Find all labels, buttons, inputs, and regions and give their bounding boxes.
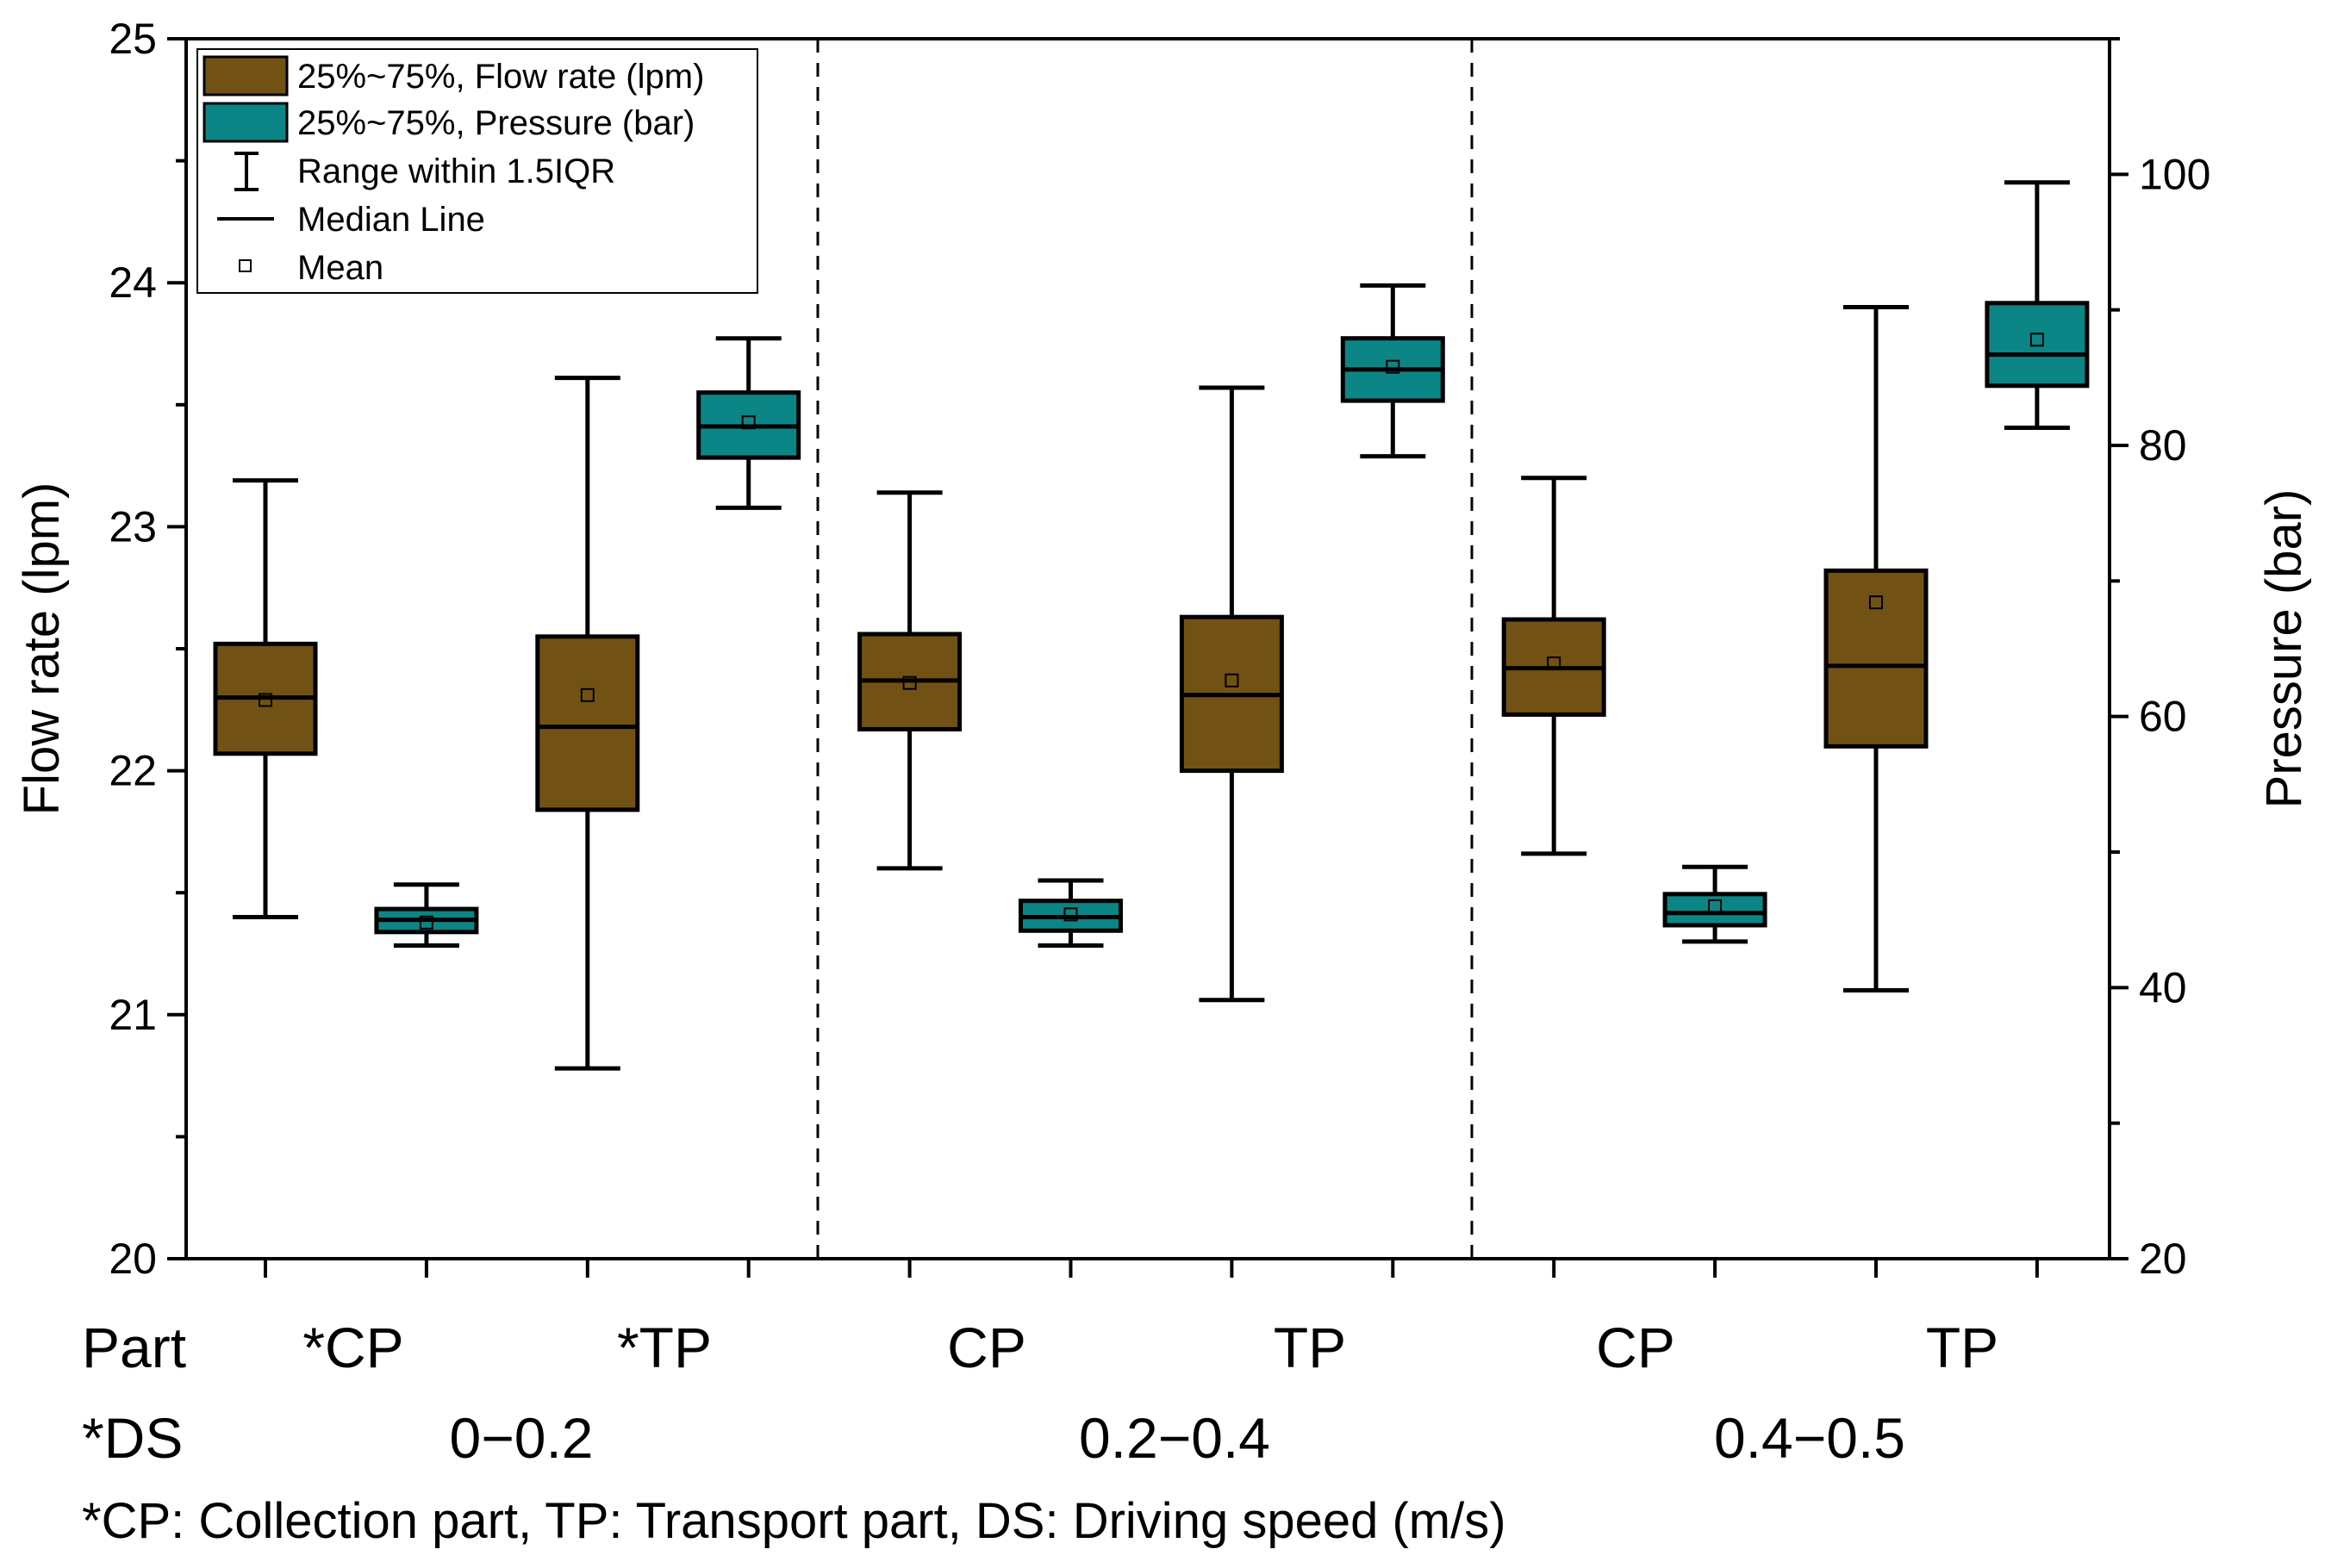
mean-marker-icon (239, 259, 252, 272)
left-tick-label: 21 (109, 991, 157, 1039)
mean-marker (1386, 359, 1400, 374)
iqr-box (1985, 301, 2090, 389)
mean-marker (1708, 899, 1723, 913)
legend: 25%~75%, Flow rate (lpm) 25%~75%, Pressu… (196, 48, 758, 294)
part-label: TP (1274, 1316, 1346, 1379)
part-label: CP (1596, 1316, 1675, 1379)
box-flow-tp (1179, 385, 1284, 1003)
row-label-part: Part (82, 1316, 186, 1379)
left-y-axis: 20 21 22 23 24 25 (109, 15, 186, 1283)
box-pressure-tp (1340, 283, 1445, 459)
right-tick-label: 100 (2139, 150, 2210, 198)
legend-mean-label: Mean (297, 249, 383, 287)
box-pressure-cp (1019, 878, 1123, 949)
right-y-axis: 20 40 60 80 100 (2110, 37, 2210, 1283)
mean-marker (741, 415, 756, 430)
iqr-box (535, 634, 640, 812)
x-axis-ticks (264, 1259, 2039, 1278)
legend-flow-label: 25%~75%, Flow rate (lpm) (297, 58, 704, 96)
mean-marker (580, 688, 595, 702)
legend-flow-swatch (203, 55, 289, 96)
right-tick-label: 40 (2139, 963, 2187, 1011)
right-axis-title: Pressure (bar) (2256, 489, 2312, 809)
legend-pressure-swatch (203, 102, 289, 143)
box-flow-cp (857, 490, 963, 871)
ds-label: 0.2−0.4 (1079, 1406, 1270, 1470)
right-tick-label: 20 (2139, 1235, 2187, 1283)
legend-range-label: Range within 1.5IQR (297, 152, 615, 190)
mean-marker (259, 693, 272, 707)
part-label: TP (1926, 1316, 1998, 1379)
box-pressure-tp (696, 336, 801, 510)
left-tick-label: 20 (109, 1235, 157, 1283)
left-tick-label: 22 (109, 747, 157, 795)
box-flow-cp (1501, 476, 1606, 856)
left-tick-label: 24 (109, 258, 157, 307)
legend-frame (196, 48, 758, 294)
mean-marker (902, 675, 917, 690)
left-tick-label: 25 (109, 15, 157, 63)
iqr-box (1823, 568, 1929, 749)
row-label-ds: *DS (82, 1406, 183, 1470)
box-series (213, 180, 2090, 1071)
part-label: CP (947, 1316, 1026, 1379)
ds-label: 0−0.2 (450, 1406, 594, 1470)
mean-marker (1869, 595, 1883, 610)
mean-marker (2029, 333, 2044, 347)
left-axis-title: Flow rate (lpm) (14, 482, 70, 816)
right-tick-label: 80 (2139, 421, 2187, 470)
right-tick-label: 60 (2139, 693, 2187, 741)
legend-pressure-label: 25%~75%, Pressure (bar) (297, 104, 695, 142)
box-pressure-tp (1985, 180, 2090, 431)
footnote: *CP: Collection part, TP: Transport part… (82, 1493, 1506, 1549)
mean-marker (1063, 907, 1078, 922)
box-pressure-cp (1662, 864, 1767, 944)
iqr-box (1662, 892, 1767, 928)
whisker-range-icon (234, 152, 259, 191)
box-flow-cp (213, 478, 318, 920)
mean-marker (419, 915, 433, 930)
legend-median-label: Median Line (297, 201, 485, 239)
mean-marker (1225, 673, 1239, 688)
mean-marker (1547, 656, 1561, 670)
box-flow-tp (535, 376, 640, 1071)
ds-label: 0.4−0.5 (1714, 1406, 1905, 1470)
part-label: *CP (302, 1316, 403, 1379)
part-label: *TP (617, 1316, 712, 1379)
box-pressure-cp (374, 882, 479, 949)
box-flow-tp (1823, 305, 1929, 992)
left-tick-label: 23 (109, 502, 157, 551)
